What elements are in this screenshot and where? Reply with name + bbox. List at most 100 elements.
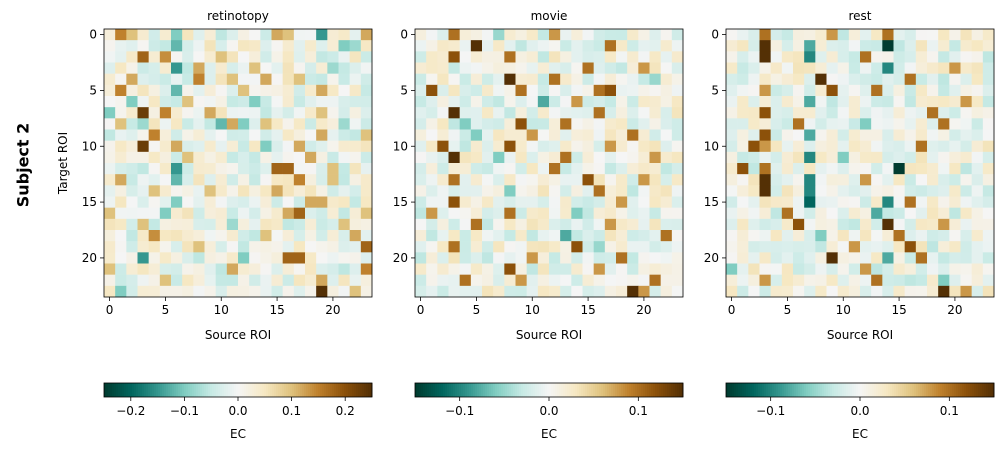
heatmap-cell (537, 174, 550, 186)
heatmap-cell (804, 62, 816, 74)
heatmap-cell (437, 263, 449, 275)
heatmap-cell (770, 196, 783, 208)
colorbar-segment (902, 383, 905, 397)
heatmap-cell (759, 196, 771, 208)
heatmap-cell (327, 84, 339, 97)
heatmap-cell (627, 218, 639, 231)
heatmap-cell (549, 40, 561, 52)
heatmap-cell (938, 230, 950, 242)
heatmap-cell (871, 73, 883, 86)
heatmap-cell (360, 40, 373, 52)
heatmap-cell (115, 107, 127, 119)
heatmap-cell (748, 263, 760, 275)
heatmap-cell (426, 118, 438, 130)
colorbar-segment (437, 383, 440, 397)
heatmap-cell (927, 151, 939, 164)
colorbar-segment (487, 383, 490, 397)
colorbar-segment (234, 383, 237, 397)
heatmap-cell (627, 163, 639, 175)
heatmap-cell (504, 151, 516, 164)
heatmap-cell (193, 51, 205, 63)
heatmap-cell (349, 185, 362, 197)
heatmap-cell (871, 163, 883, 175)
heatmap-cell (193, 263, 205, 275)
colorbar-segment (296, 383, 299, 397)
heatmap-cell (770, 73, 783, 86)
heatmap-cell (260, 51, 272, 63)
colorbar-tick-label: −0.1 (445, 404, 474, 418)
heatmap-cell (826, 96, 838, 108)
heatmap-cell (293, 174, 306, 186)
colorbar-segment (796, 383, 799, 397)
heatmap-cell (759, 163, 771, 175)
heatmap-cell (882, 73, 894, 86)
heatmap-cell (759, 84, 771, 97)
heatmap-cell (815, 29, 827, 41)
colorbar-segment (641, 383, 644, 397)
colorbar-segment (475, 383, 478, 397)
heatmap-cell (927, 252, 939, 264)
heatmap-cell (526, 230, 539, 242)
colorbar-segment (134, 383, 137, 397)
colorbar-segment (535, 383, 538, 397)
heatmap-cell (360, 274, 373, 287)
heatmap-cell (226, 62, 239, 74)
heatmap-cell (437, 163, 449, 175)
heatmap-cell (104, 107, 116, 119)
heatmap-cell (915, 51, 928, 63)
heatmap-cell (126, 29, 138, 41)
colorbar-tick-label: 0.1 (282, 404, 301, 418)
heatmap-cell (104, 73, 116, 86)
heatmap-cell (604, 285, 617, 298)
heatmap-cell (949, 96, 961, 108)
heatmap-cell (171, 252, 183, 264)
colorbar-segment (431, 383, 434, 397)
heatmap-cell (671, 163, 684, 175)
colorbar-segment (645, 383, 648, 397)
x-tick-label: 5 (473, 303, 481, 317)
heatmap-cell (526, 285, 539, 298)
heatmap-cell (593, 252, 606, 264)
heatmap-cell (182, 29, 194, 41)
heatmap-cell (526, 174, 539, 186)
colorbar-segment (671, 383, 674, 397)
heatmap-cell (770, 140, 783, 153)
heatmap-cell (915, 40, 928, 52)
colorbar-segment (523, 383, 526, 397)
heatmap-cell (171, 196, 183, 208)
heatmap-cell (938, 174, 950, 186)
heatmap-cell (493, 230, 505, 242)
colorbar-segment (579, 383, 582, 397)
heatmap-cell (560, 73, 572, 86)
heatmap-cell (893, 73, 905, 86)
heatmap-cell (448, 84, 460, 97)
heatmap-cell (137, 185, 149, 197)
heatmap-cell (571, 84, 583, 97)
heatmap-cell (582, 40, 594, 52)
heatmap-cell (793, 218, 805, 231)
heatmap-cell (871, 118, 883, 130)
colorbar-segment (176, 383, 179, 397)
heatmap-cell (781, 207, 794, 220)
colorbar-segment (549, 383, 552, 397)
heatmap-cell (815, 129, 827, 141)
heatmap-cell (470, 51, 483, 63)
heatmap-cell (726, 62, 738, 74)
heatmap-cell (759, 40, 771, 52)
heatmap-cell (104, 40, 116, 52)
heatmap-cell (893, 241, 905, 253)
heatmap-cell (482, 230, 494, 242)
heatmap-cell (515, 96, 527, 108)
heatmap-cell (327, 118, 339, 130)
heatmap-cell (459, 118, 472, 130)
heatmap-cell (759, 207, 771, 220)
colorbar-label: EC (852, 427, 868, 441)
heatmap-cell (470, 62, 483, 74)
heatmap-cell (171, 207, 183, 220)
colorbar-segment (142, 383, 145, 397)
heatmap-cell (748, 40, 760, 52)
x-tick-label: 0 (106, 303, 114, 317)
heatmap-cell (426, 185, 438, 197)
colorbar-segment (230, 383, 233, 397)
